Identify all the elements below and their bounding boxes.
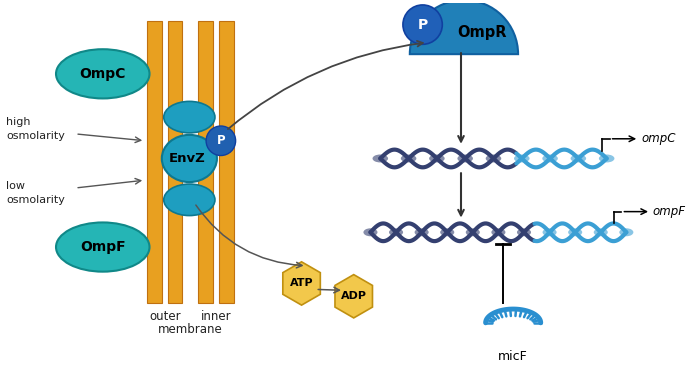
Ellipse shape <box>457 155 473 162</box>
Polygon shape <box>283 262 320 305</box>
Ellipse shape <box>491 228 505 236</box>
Wedge shape <box>410 0 518 54</box>
Ellipse shape <box>56 49 149 99</box>
Polygon shape <box>335 274 372 318</box>
Ellipse shape <box>599 155 614 162</box>
Bar <box>178 137 201 180</box>
Text: inner: inner <box>201 310 231 323</box>
Text: OmpR: OmpR <box>457 25 507 40</box>
Ellipse shape <box>429 155 445 162</box>
Text: low
osmolarity: low osmolarity <box>6 181 65 205</box>
Text: P: P <box>217 134 225 147</box>
Text: membrane: membrane <box>158 323 223 336</box>
Ellipse shape <box>164 184 215 215</box>
Ellipse shape <box>440 228 454 236</box>
Text: high
osmolarity: high osmolarity <box>6 117 65 141</box>
Ellipse shape <box>543 155 558 162</box>
Text: EnvZ: EnvZ <box>169 152 206 165</box>
Text: ADP: ADP <box>340 291 367 301</box>
Ellipse shape <box>415 228 428 236</box>
Circle shape <box>206 126 235 156</box>
Text: OmpC: OmpC <box>80 67 126 81</box>
Ellipse shape <box>543 228 556 236</box>
Circle shape <box>403 5 442 44</box>
Text: outer: outer <box>149 310 181 323</box>
Ellipse shape <box>619 228 633 236</box>
Ellipse shape <box>568 228 582 236</box>
Ellipse shape <box>486 155 501 162</box>
Ellipse shape <box>164 102 215 133</box>
Text: micF: micF <box>498 350 528 363</box>
Ellipse shape <box>363 228 378 236</box>
Ellipse shape <box>401 155 417 162</box>
Bar <box>147 21 162 303</box>
Text: P: P <box>417 18 428 32</box>
Ellipse shape <box>594 228 608 236</box>
Bar <box>219 21 234 303</box>
Ellipse shape <box>56 223 149 271</box>
Ellipse shape <box>571 155 586 162</box>
Text: OmpF: OmpF <box>80 240 125 254</box>
Ellipse shape <box>389 228 403 236</box>
Text: ompC: ompC <box>641 132 675 145</box>
Ellipse shape <box>514 155 529 162</box>
Bar <box>167 21 183 303</box>
Ellipse shape <box>162 135 217 182</box>
Ellipse shape <box>372 155 388 162</box>
Ellipse shape <box>517 228 531 236</box>
Text: ompF: ompF <box>653 205 686 218</box>
Text: ATP: ATP <box>290 279 313 288</box>
Ellipse shape <box>466 228 480 236</box>
Bar <box>198 21 213 303</box>
